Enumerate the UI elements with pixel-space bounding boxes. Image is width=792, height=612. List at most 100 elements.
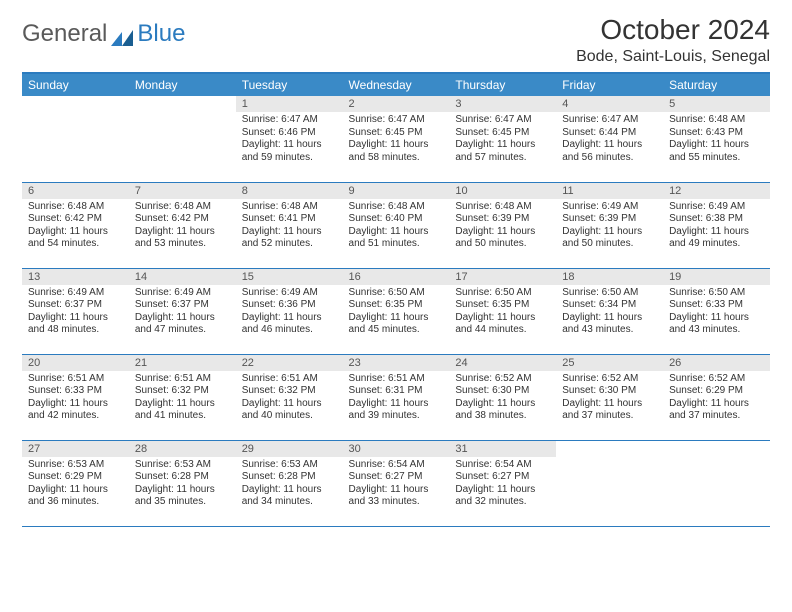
calendar-day-cell: 29Sunrise: 6:53 AMSunset: 6:28 PMDayligh… [236,440,343,526]
day-details: Sunrise: 6:49 AMSunset: 6:37 PMDaylight:… [22,285,129,341]
calendar-day-cell: 7Sunrise: 6:48 AMSunset: 6:42 PMDaylight… [129,182,236,268]
logo-text-1: General [22,20,107,48]
day-details: Sunrise: 6:48 AMSunset: 6:39 PMDaylight:… [449,199,556,255]
weekday-header-row: Sunday Monday Tuesday Wednesday Thursday… [22,73,770,96]
calendar-day-cell: 17Sunrise: 6:50 AMSunset: 6:35 PMDayligh… [449,268,556,354]
calendar-day-cell: 30Sunrise: 6:54 AMSunset: 6:27 PMDayligh… [343,440,450,526]
day-details: Sunrise: 6:49 AMSunset: 6:37 PMDaylight:… [129,285,236,341]
day-details: Sunrise: 6:51 AMSunset: 6:32 PMDaylight:… [236,371,343,427]
calendar-day-cell: 4Sunrise: 6:47 AMSunset: 6:44 PMDaylight… [556,96,663,182]
day-number: 27 [22,441,129,457]
logo-text-2: Blue [137,20,185,48]
day-number: 1 [236,96,343,112]
calendar-day-cell: 2Sunrise: 6:47 AMSunset: 6:45 PMDaylight… [343,96,450,182]
day-number: 7 [129,183,236,199]
page-title: October 2024 [576,14,770,46]
day-details: Sunrise: 6:47 AMSunset: 6:45 PMDaylight:… [449,112,556,168]
day-number: 11 [556,183,663,199]
weekday-header: Sunday [22,73,129,96]
calendar-day-cell [129,96,236,182]
weekday-header: Friday [556,73,663,96]
logo: General Blue [22,14,185,48]
day-number: 26 [663,355,770,371]
day-number: 23 [343,355,450,371]
calendar-day-cell: 9Sunrise: 6:48 AMSunset: 6:40 PMDaylight… [343,182,450,268]
day-details: Sunrise: 6:54 AMSunset: 6:27 PMDaylight:… [449,457,556,513]
calendar-day-cell: 24Sunrise: 6:52 AMSunset: 6:30 PMDayligh… [449,354,556,440]
day-details: Sunrise: 6:53 AMSunset: 6:28 PMDaylight:… [236,457,343,513]
day-number: 16 [343,269,450,285]
calendar-week-row: 6Sunrise: 6:48 AMSunset: 6:42 PMDaylight… [22,182,770,268]
day-details: Sunrise: 6:54 AMSunset: 6:27 PMDaylight:… [343,457,450,513]
calendar-day-cell: 10Sunrise: 6:48 AMSunset: 6:39 PMDayligh… [449,182,556,268]
day-details: Sunrise: 6:47 AMSunset: 6:45 PMDaylight:… [343,112,450,168]
calendar-week-row: 1Sunrise: 6:47 AMSunset: 6:46 PMDaylight… [22,96,770,182]
calendar-week-row: 27Sunrise: 6:53 AMSunset: 6:29 PMDayligh… [22,440,770,526]
day-number: 17 [449,269,556,285]
day-number: 20 [22,355,129,371]
day-number: 31 [449,441,556,457]
day-details: Sunrise: 6:49 AMSunset: 6:39 PMDaylight:… [556,199,663,255]
day-number: 22 [236,355,343,371]
day-details: Sunrise: 6:48 AMSunset: 6:40 PMDaylight:… [343,199,450,255]
calendar-day-cell: 8Sunrise: 6:48 AMSunset: 6:41 PMDaylight… [236,182,343,268]
calendar-day-cell: 13Sunrise: 6:49 AMSunset: 6:37 PMDayligh… [22,268,129,354]
day-details: Sunrise: 6:53 AMSunset: 6:29 PMDaylight:… [22,457,129,513]
day-details: Sunrise: 6:49 AMSunset: 6:38 PMDaylight:… [663,199,770,255]
day-details: Sunrise: 6:48 AMSunset: 6:41 PMDaylight:… [236,199,343,255]
calendar-day-cell: 26Sunrise: 6:52 AMSunset: 6:29 PMDayligh… [663,354,770,440]
day-details: Sunrise: 6:53 AMSunset: 6:28 PMDaylight:… [129,457,236,513]
day-number: 13 [22,269,129,285]
day-details: Sunrise: 6:50 AMSunset: 6:34 PMDaylight:… [556,285,663,341]
weekday-header: Monday [129,73,236,96]
day-details: Sunrise: 6:51 AMSunset: 6:31 PMDaylight:… [343,371,450,427]
calendar-day-cell: 18Sunrise: 6:50 AMSunset: 6:34 PMDayligh… [556,268,663,354]
calendar-day-cell: 16Sunrise: 6:50 AMSunset: 6:35 PMDayligh… [343,268,450,354]
day-number: 25 [556,355,663,371]
day-number: 4 [556,96,663,112]
day-number: 5 [663,96,770,112]
day-number: 9 [343,183,450,199]
calendar-day-cell: 22Sunrise: 6:51 AMSunset: 6:32 PMDayligh… [236,354,343,440]
day-details: Sunrise: 6:47 AMSunset: 6:46 PMDaylight:… [236,112,343,168]
calendar-day-cell: 20Sunrise: 6:51 AMSunset: 6:33 PMDayligh… [22,354,129,440]
calendar-day-cell: 31Sunrise: 6:54 AMSunset: 6:27 PMDayligh… [449,440,556,526]
day-details: Sunrise: 6:48 AMSunset: 6:42 PMDaylight:… [129,199,236,255]
day-number: 19 [663,269,770,285]
header: General Blue October 2024 Bode, Saint-Lo… [22,14,770,66]
day-details: Sunrise: 6:51 AMSunset: 6:32 PMDaylight:… [129,371,236,427]
day-details: Sunrise: 6:51 AMSunset: 6:33 PMDaylight:… [22,371,129,427]
day-number: 8 [236,183,343,199]
calendar-table: Sunday Monday Tuesday Wednesday Thursday… [22,72,770,527]
day-number: 29 [236,441,343,457]
calendar-day-cell: 6Sunrise: 6:48 AMSunset: 6:42 PMDaylight… [22,182,129,268]
weekday-header: Saturday [663,73,770,96]
day-details: Sunrise: 6:50 AMSunset: 6:35 PMDaylight:… [449,285,556,341]
calendar-week-row: 13Sunrise: 6:49 AMSunset: 6:37 PMDayligh… [22,268,770,354]
day-details: Sunrise: 6:50 AMSunset: 6:35 PMDaylight:… [343,285,450,341]
calendar-day-cell [663,440,770,526]
calendar-day-cell [556,440,663,526]
day-details: Sunrise: 6:52 AMSunset: 6:30 PMDaylight:… [449,371,556,427]
day-number: 14 [129,269,236,285]
weekday-header: Thursday [449,73,556,96]
location-text: Bode, Saint-Louis, Senegal [576,48,770,66]
weekday-header: Wednesday [343,73,450,96]
calendar-day-cell: 27Sunrise: 6:53 AMSunset: 6:29 PMDayligh… [22,440,129,526]
day-number: 3 [449,96,556,112]
day-number: 18 [556,269,663,285]
day-details: Sunrise: 6:48 AMSunset: 6:43 PMDaylight:… [663,112,770,168]
calendar-day-cell: 5Sunrise: 6:48 AMSunset: 6:43 PMDaylight… [663,96,770,182]
day-details: Sunrise: 6:52 AMSunset: 6:30 PMDaylight:… [556,371,663,427]
day-details: Sunrise: 6:48 AMSunset: 6:42 PMDaylight:… [22,199,129,255]
calendar-day-cell: 23Sunrise: 6:51 AMSunset: 6:31 PMDayligh… [343,354,450,440]
calendar-day-cell: 19Sunrise: 6:50 AMSunset: 6:33 PMDayligh… [663,268,770,354]
calendar-day-cell: 3Sunrise: 6:47 AMSunset: 6:45 PMDaylight… [449,96,556,182]
weekday-header: Tuesday [236,73,343,96]
day-number: 21 [129,355,236,371]
calendar-day-cell: 25Sunrise: 6:52 AMSunset: 6:30 PMDayligh… [556,354,663,440]
day-number: 6 [22,183,129,199]
calendar-day-cell [22,96,129,182]
day-number: 10 [449,183,556,199]
day-details: Sunrise: 6:49 AMSunset: 6:36 PMDaylight:… [236,285,343,341]
